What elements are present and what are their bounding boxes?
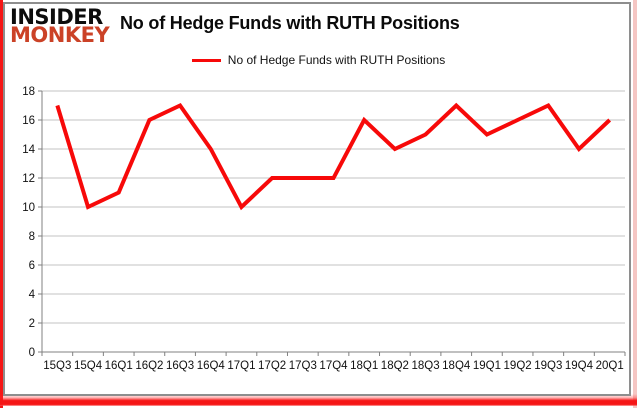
- x-axis-label: 19Q3: [534, 360, 562, 372]
- x-axis-label: 18Q1: [350, 360, 378, 372]
- legend: No of Hedge Funds with RUTH Positions: [0, 53, 637, 67]
- x-axis-label: 16Q4: [197, 360, 226, 372]
- x-axis-label: 18Q3: [411, 360, 439, 372]
- chart-title: No of Hedge Funds with RUTH Positions: [120, 13, 460, 33]
- y-axis-label: 18: [22, 86, 35, 98]
- insider-monkey-logo: INSIDER MONKEY: [10, 5, 110, 47]
- y-axis-label: 14: [22, 144, 35, 156]
- legend-line-marker: [191, 58, 221, 62]
- x-axis-label: 18Q2: [381, 360, 409, 372]
- legend-label: No of Hedge Funds with RUTH Positions: [227, 53, 446, 67]
- x-axis-label: 17Q1: [227, 360, 255, 372]
- x-axis-label: 17Q2: [258, 360, 286, 372]
- y-axis-label: 2: [29, 318, 35, 330]
- x-axis-label: 16Q3: [166, 360, 194, 372]
- series-line: [55, 102, 612, 211]
- x-axis-label: 17Q3: [289, 360, 317, 372]
- y-axis-label: 12: [22, 173, 35, 185]
- x-axis-label: 19Q2: [504, 360, 532, 372]
- x-axis-label: 16Q2: [135, 360, 163, 372]
- y-axis-label: 6: [29, 260, 35, 272]
- x-axis-label: 15Q4: [74, 360, 103, 372]
- x-axis-label: 15Q3: [43, 360, 71, 372]
- y-axis-label: 10: [22, 202, 35, 214]
- logo-line-monkey: MONKEY: [10, 23, 110, 47]
- x-axis-label: 16Q1: [105, 360, 133, 372]
- x-axis-label: 18Q4: [442, 360, 471, 372]
- red-border-bottom: [0, 394, 637, 406]
- x-axis-label: 19Q4: [565, 360, 594, 372]
- y-axis-label: 8: [29, 231, 35, 243]
- y-axis-label: 16: [22, 115, 35, 127]
- x-axis-label: 19Q1: [473, 360, 501, 372]
- logo-line-insider: INSIDER: [10, 5, 103, 29]
- y-axis-label: 4: [29, 289, 36, 301]
- x-axis-label: 20Q1: [596, 360, 624, 372]
- x-axis-label: 17Q4: [319, 360, 348, 372]
- red-border-right: [633, 0, 637, 408]
- y-axis-label: 0: [29, 347, 35, 359]
- red-border-left: [0, 0, 3, 408]
